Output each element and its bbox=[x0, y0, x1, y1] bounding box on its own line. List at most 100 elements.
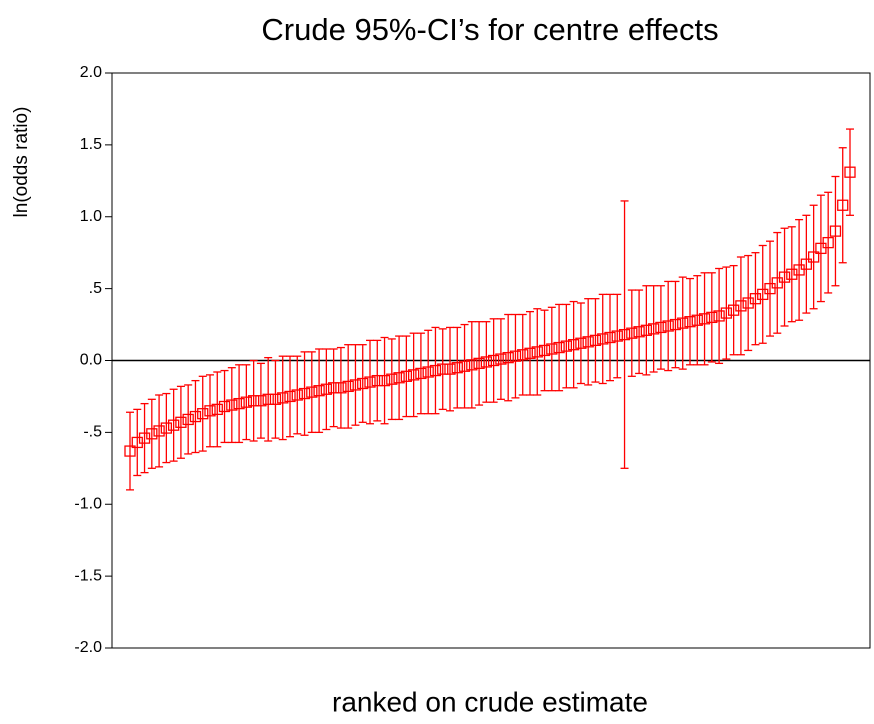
estimate-box bbox=[233, 397, 245, 410]
estimate-box bbox=[611, 330, 623, 342]
estimate-box bbox=[182, 413, 194, 426]
estimate-box bbox=[160, 422, 173, 434]
estimate-box bbox=[582, 336, 594, 348]
estimate-box bbox=[538, 344, 551, 357]
estimate-box bbox=[364, 376, 376, 388]
y-tick-label: 0.0 bbox=[80, 352, 102, 369]
estimate-box bbox=[822, 236, 834, 249]
y-tick-label: 2.0 bbox=[80, 64, 102, 81]
estimate-box bbox=[509, 350, 522, 362]
estimate-box bbox=[589, 334, 602, 347]
chart-title: Crude 95%-CI’s for centre effects bbox=[261, 12, 718, 47]
estimate-box bbox=[691, 314, 703, 326]
estimate-box bbox=[502, 351, 514, 364]
estimate-box bbox=[517, 349, 529, 361]
estimate-box bbox=[349, 379, 362, 391]
y-tick-label: -.5 bbox=[83, 424, 102, 441]
y-tick-label: -1.5 bbox=[74, 567, 102, 584]
estimate-box bbox=[531, 346, 543, 358]
estimate-box bbox=[815, 242, 827, 255]
estimate-box bbox=[771, 277, 783, 289]
estimate-box bbox=[167, 419, 180, 431]
estimate-box bbox=[240, 396, 253, 408]
estimate-box bbox=[415, 367, 427, 380]
y-tick-label: .5 bbox=[89, 280, 102, 297]
estimate-box bbox=[480, 356, 493, 368]
estimate-box bbox=[378, 374, 391, 387]
estimate-box bbox=[400, 370, 413, 382]
estimate-box bbox=[633, 326, 645, 338]
estimate-box bbox=[546, 343, 558, 355]
estimate-box bbox=[604, 331, 616, 344]
y-tick-label: 1.5 bbox=[80, 136, 102, 153]
estimate-box bbox=[735, 300, 747, 312]
estimate-box bbox=[393, 372, 405, 384]
estimate-box bbox=[575, 337, 587, 349]
estimate-box bbox=[473, 357, 485, 370]
y-tick-label: -2.0 bbox=[74, 639, 102, 656]
estimate-box bbox=[437, 363, 449, 375]
y-axis-label: ln(odds ratio) bbox=[11, 107, 32, 218]
estimate-box bbox=[429, 364, 442, 377]
estimate-box bbox=[277, 392, 289, 404]
estimate-box bbox=[342, 380, 354, 393]
estimate-box bbox=[662, 320, 674, 332]
estimate-box bbox=[218, 400, 231, 413]
estimate-box bbox=[458, 360, 471, 372]
estimate-box bbox=[175, 416, 187, 428]
estimate-box bbox=[807, 251, 820, 263]
estimate-box bbox=[713, 310, 725, 322]
estimate-box bbox=[778, 271, 791, 283]
estimate-box bbox=[407, 369, 420, 381]
estimate-box bbox=[211, 403, 223, 416]
estimate-box bbox=[560, 340, 573, 352]
estimate-box bbox=[640, 324, 653, 336]
estimate-box bbox=[386, 373, 398, 385]
estimate-box bbox=[742, 297, 754, 309]
estimate-box bbox=[793, 264, 805, 276]
estimate-box bbox=[320, 383, 333, 395]
estimate-box bbox=[749, 293, 762, 305]
estimate-box bbox=[269, 393, 282, 405]
estimate-box bbox=[451, 362, 463, 374]
estimate-box bbox=[684, 316, 696, 328]
estimate-box bbox=[757, 288, 769, 301]
estimate-box bbox=[247, 395, 260, 407]
estimate-box bbox=[553, 341, 565, 354]
estimate-box bbox=[335, 382, 347, 394]
estimate-box bbox=[786, 268, 798, 280]
estimate-box bbox=[655, 321, 667, 334]
estimate-box bbox=[422, 366, 434, 378]
estimate-box bbox=[444, 363, 456, 375]
estimate-box bbox=[226, 399, 238, 411]
estimate-box bbox=[844, 166, 856, 178]
estimate-box bbox=[720, 307, 733, 319]
estimate-box bbox=[284, 390, 296, 403]
estimate-box bbox=[567, 339, 580, 351]
estimate-box bbox=[313, 385, 325, 397]
estimate-box bbox=[371, 374, 383, 387]
estimate-box bbox=[677, 317, 689, 329]
estimate-box bbox=[837, 199, 849, 211]
estimate-box bbox=[131, 436, 143, 449]
estimate-box bbox=[298, 387, 311, 400]
estimate-box bbox=[306, 386, 318, 398]
estimate-box bbox=[524, 347, 536, 359]
estimate-box bbox=[466, 359, 478, 371]
y-tick-label: 1.0 bbox=[80, 208, 102, 225]
estimate-box bbox=[669, 318, 682, 331]
estimate-box bbox=[255, 395, 267, 407]
estimate-box bbox=[124, 445, 136, 457]
x-axis-label: ranked on crude estimate bbox=[332, 686, 648, 717]
estimate-box bbox=[647, 323, 660, 335]
estimate-box bbox=[327, 382, 340, 394]
estimate-box bbox=[764, 282, 776, 295]
estimate-box bbox=[197, 408, 209, 420]
estimate-box bbox=[189, 410, 202, 423]
estimate-box bbox=[138, 432, 151, 444]
estimate-box bbox=[495, 353, 507, 365]
estimate-box bbox=[706, 311, 718, 324]
estimate-box bbox=[204, 405, 216, 417]
estimate-box bbox=[262, 393, 274, 405]
